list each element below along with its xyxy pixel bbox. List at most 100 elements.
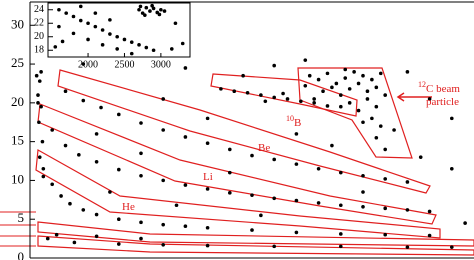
point bbox=[150, 3, 154, 8]
point bbox=[299, 99, 303, 104]
point bbox=[205, 187, 210, 191]
point bbox=[365, 97, 370, 101]
point bbox=[418, 155, 423, 159]
point bbox=[81, 62, 86, 66]
point bbox=[374, 85, 379, 90]
point bbox=[272, 63, 277, 68]
helium-gate bbox=[35, 149, 441, 239]
point bbox=[36, 101, 40, 105]
point bbox=[36, 93, 40, 97]
point bbox=[383, 147, 388, 152]
point bbox=[343, 67, 348, 72]
point bbox=[99, 105, 103, 110]
point bbox=[241, 73, 245, 78]
point bbox=[285, 97, 290, 101]
point bbox=[427, 233, 432, 238]
point bbox=[316, 166, 321, 171]
point bbox=[361, 190, 365, 194]
point bbox=[94, 234, 99, 239]
point bbox=[232, 89, 237, 94]
y-tick-label: 30 bbox=[11, 16, 24, 31]
point bbox=[392, 128, 396, 132]
point bbox=[250, 193, 254, 197]
point bbox=[180, 41, 185, 46]
point bbox=[115, 47, 119, 51]
point bbox=[81, 98, 86, 103]
point bbox=[64, 11, 69, 15]
point bbox=[378, 71, 383, 76]
point bbox=[272, 157, 277, 162]
annotation-label: particle bbox=[426, 96, 459, 108]
beam-gate bbox=[297, 67, 413, 159]
point bbox=[183, 183, 188, 187]
point bbox=[427, 97, 432, 101]
point bbox=[137, 7, 141, 12]
point bbox=[144, 45, 149, 50]
point bbox=[50, 128, 54, 132]
y-tick-label: 20 bbox=[34, 31, 44, 42]
point bbox=[78, 4, 83, 9]
point bbox=[339, 203, 343, 208]
point bbox=[294, 230, 299, 235]
point bbox=[330, 85, 334, 90]
point bbox=[219, 87, 223, 91]
point bbox=[307, 73, 312, 78]
point bbox=[117, 167, 121, 172]
point bbox=[37, 155, 42, 159]
point bbox=[228, 170, 232, 175]
point bbox=[122, 37, 127, 42]
point bbox=[205, 116, 210, 121]
point bbox=[59, 194, 63, 198]
point bbox=[339, 244, 343, 249]
point bbox=[250, 153, 254, 158]
point bbox=[77, 153, 81, 157]
point bbox=[139, 173, 143, 178]
point bbox=[117, 217, 121, 222]
point bbox=[294, 162, 299, 166]
point bbox=[259, 213, 263, 218]
point bbox=[162, 9, 167, 13]
point bbox=[272, 244, 277, 249]
point bbox=[78, 18, 83, 23]
point bbox=[161, 178, 165, 183]
point bbox=[63, 89, 68, 94]
point bbox=[281, 91, 285, 96]
point bbox=[450, 245, 454, 249]
y-tick-label: 15 bbox=[11, 133, 24, 148]
point bbox=[370, 77, 374, 82]
point bbox=[68, 201, 72, 206]
point bbox=[405, 208, 410, 212]
point bbox=[463, 221, 467, 225]
point bbox=[39, 70, 43, 74]
point bbox=[139, 236, 143, 241]
point bbox=[115, 34, 119, 39]
point bbox=[316, 77, 321, 82]
point bbox=[205, 225, 210, 230]
annotation-sup: 12 bbox=[418, 80, 426, 89]
point bbox=[94, 212, 99, 217]
annotation-label: B bbox=[294, 117, 301, 129]
point bbox=[205, 141, 210, 145]
inset-frame bbox=[47, 2, 191, 58]
point bbox=[374, 135, 379, 140]
point bbox=[343, 76, 348, 80]
point bbox=[383, 206, 388, 211]
point bbox=[50, 182, 54, 187]
point bbox=[339, 170, 343, 175]
point bbox=[339, 104, 343, 109]
annotation-label: He bbox=[122, 201, 135, 213]
point bbox=[40, 139, 45, 144]
point bbox=[365, 89, 370, 94]
point bbox=[93, 11, 98, 15]
point bbox=[151, 6, 156, 11]
point bbox=[86, 21, 90, 26]
point bbox=[94, 160, 99, 164]
point bbox=[129, 40, 134, 44]
annotation: 12C beam bbox=[418, 80, 460, 95]
point bbox=[139, 220, 143, 225]
point bbox=[272, 196, 277, 201]
point bbox=[183, 66, 188, 70]
point bbox=[100, 28, 105, 32]
point bbox=[138, 4, 143, 9]
point bbox=[228, 191, 232, 195]
